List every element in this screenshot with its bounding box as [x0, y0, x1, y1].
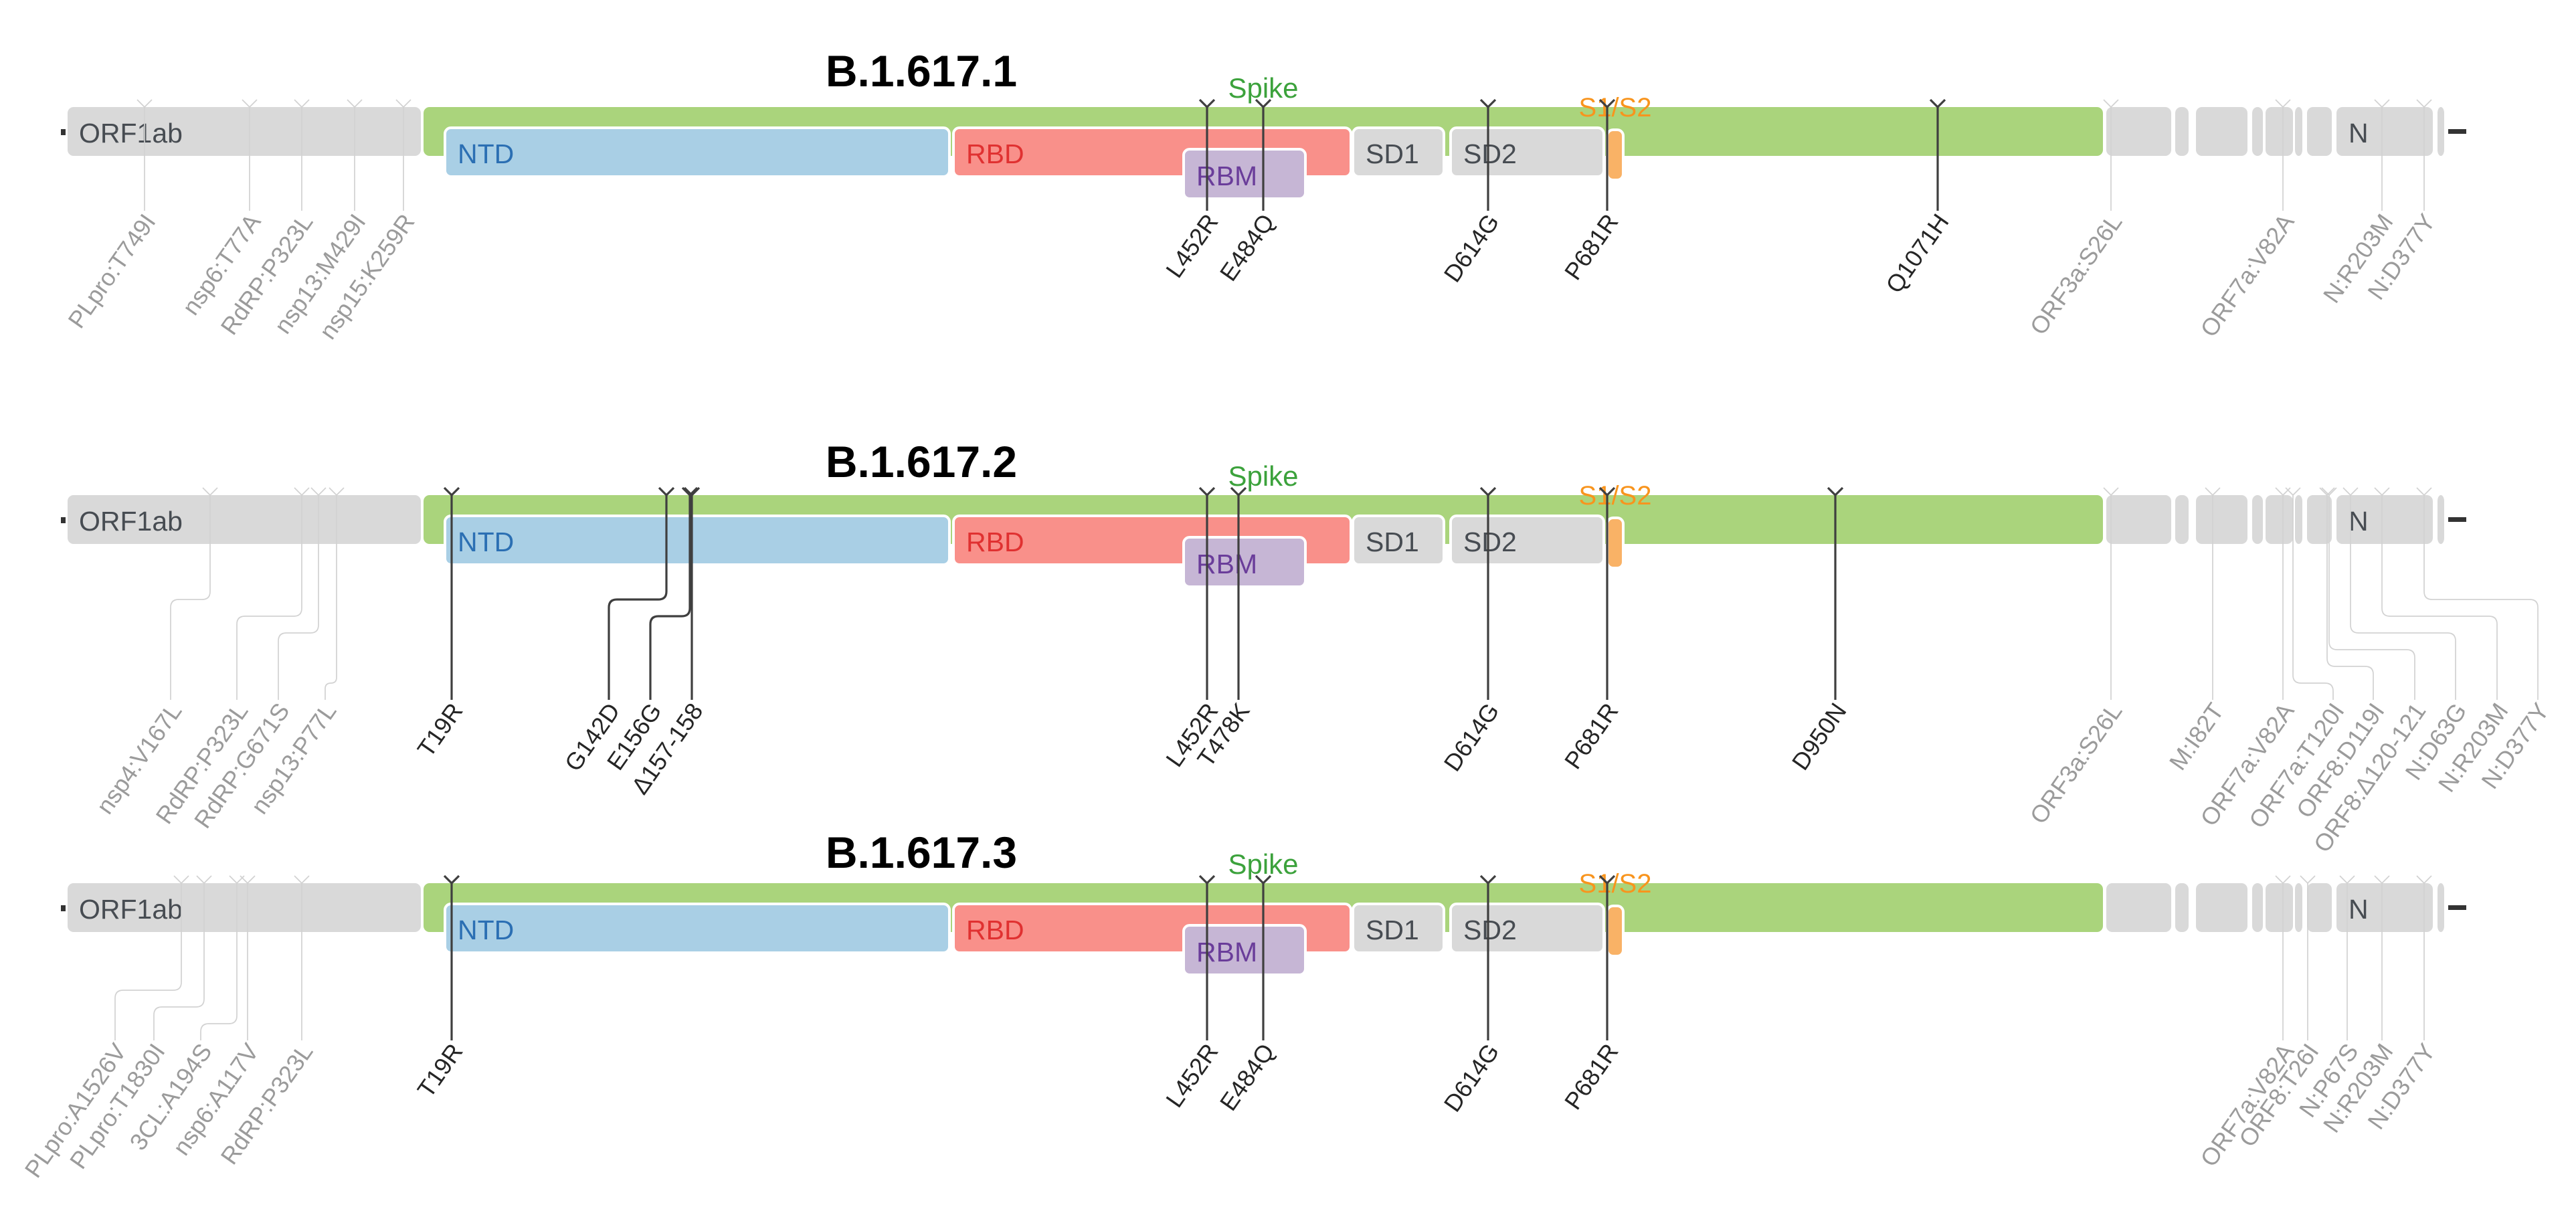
svg-text:RBD: RBD [966, 138, 1024, 169]
svg-text:SD1: SD1 [1366, 138, 1419, 169]
svg-text:SD2: SD2 [1463, 527, 1517, 557]
svg-text:Spike: Spike [1228, 460, 1298, 492]
svg-text:ORF1ab: ORF1ab [79, 894, 183, 925]
svg-text:N: N [2349, 118, 2369, 149]
svg-text:SD2: SD2 [1463, 138, 1517, 169]
svg-text:ORF1ab: ORF1ab [79, 118, 183, 149]
svg-text:N: N [2349, 894, 2369, 925]
svg-text:B.1.617.2: B.1.617.2 [826, 437, 1017, 486]
svg-text:RBD: RBD [966, 915, 1024, 945]
svg-text:B.1.617.3: B.1.617.3 [826, 828, 1017, 877]
svg-text:Spike: Spike [1228, 72, 1298, 104]
svg-text:S1/S2: S1/S2 [1579, 93, 1652, 122]
svg-text:NTD: NTD [458, 915, 514, 945]
svg-text:SD2: SD2 [1463, 915, 1517, 945]
svg-text:ORF1ab: ORF1ab [79, 506, 183, 537]
svg-text:S1/S2: S1/S2 [1579, 481, 1652, 510]
svg-text:B.1.617.1: B.1.617.1 [826, 46, 1017, 96]
svg-text:N: N [2349, 506, 2369, 537]
svg-text:NTD: NTD [458, 138, 514, 169]
svg-text:NTD: NTD [458, 527, 514, 557]
svg-text:RBM: RBM [1196, 161, 1257, 191]
svg-text:S1/S2: S1/S2 [1579, 869, 1652, 899]
svg-text:SD1: SD1 [1366, 527, 1419, 557]
svg-text:RBM: RBM [1196, 937, 1257, 967]
svg-text:RBD: RBD [966, 527, 1024, 557]
svg-text:Spike: Spike [1228, 848, 1298, 880]
svg-text:RBM: RBM [1196, 549, 1257, 579]
svg-text:SD1: SD1 [1366, 915, 1419, 945]
